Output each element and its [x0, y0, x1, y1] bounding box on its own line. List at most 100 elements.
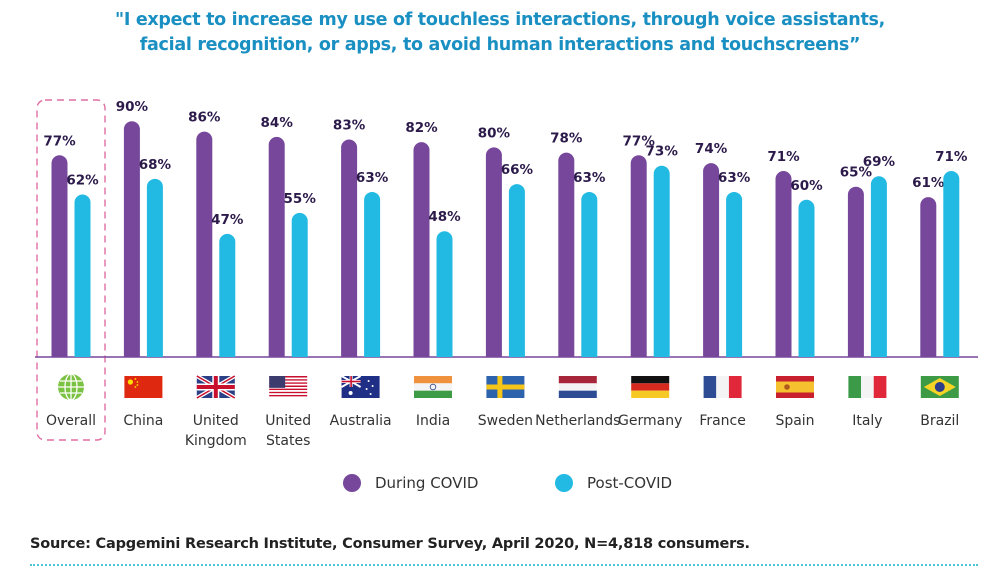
bar-post-covid — [726, 191, 743, 357]
data-label-post: 73% — [646, 144, 679, 160]
category-label: India — [416, 413, 450, 429]
bar-group-post: 63% — [718, 170, 751, 357]
data-label-post: 48% — [428, 209, 461, 225]
bar-post-covid — [581, 191, 598, 357]
data-label-post: 69% — [863, 154, 896, 170]
bar-post-covid — [219, 233, 236, 357]
brazil-flag-icon — [920, 376, 959, 398]
chart-title: "I expect to increase my use of touchles… — [0, 8, 1000, 58]
bar-during-covid — [920, 197, 937, 357]
bar-group-during: 77% — [43, 133, 76, 357]
data-label-post: 63% — [573, 170, 606, 186]
bar-group-post: 71% — [935, 149, 968, 357]
bar-post-covid — [508, 184, 525, 357]
bar-group-post: 66% — [501, 162, 534, 357]
data-label-post: 66% — [501, 162, 534, 178]
germany-flag-icon — [631, 376, 670, 398]
bar-during-covid — [558, 152, 575, 357]
category-label: Overall — [46, 413, 96, 429]
bar-group-during: 83% — [333, 118, 366, 357]
legend-item-post-covid: Post-COVID — [555, 474, 672, 492]
bar-group-during: 78% — [550, 131, 583, 357]
bar-post-covid — [291, 212, 308, 357]
data-label-post: 62% — [66, 173, 99, 189]
bar-group-post: 68% — [139, 157, 172, 357]
bar-group-during: 61% — [912, 175, 945, 357]
bar-group-post: 63% — [573, 170, 606, 357]
legend-swatch-post-covid — [555, 474, 573, 492]
uk-flag-icon — [195, 374, 236, 400]
data-label-during: 71% — [767, 149, 800, 165]
netherlands-flag-icon — [558, 376, 597, 398]
data-label-during: 83% — [333, 118, 366, 134]
data-label-during: 61% — [912, 175, 945, 191]
bar-group-post: 73% — [646, 144, 679, 357]
data-label-during: 77% — [43, 133, 76, 149]
bar-group-during: 82% — [405, 120, 438, 357]
legend-item-during-covid: During COVID — [343, 474, 478, 492]
category-label: Sweden — [478, 413, 533, 429]
china-flag-icon — [124, 376, 163, 398]
legend-label-post-covid: Post-COVID — [587, 474, 673, 492]
data-label-during: 84% — [261, 115, 294, 131]
category-label: Germany — [618, 413, 682, 429]
bar-group-during: 71% — [767, 149, 800, 357]
legend-swatch-during-covid — [343, 474, 361, 492]
chart-title-line-1: "I expect to increase my use of touchles… — [115, 10, 885, 30]
india-flag-icon — [414, 376, 452, 398]
bar-during-covid — [775, 170, 792, 357]
italy-flag-icon — [848, 376, 887, 398]
data-label-post: 71% — [935, 149, 968, 165]
bar-during-covid — [413, 142, 430, 357]
data-label-during: 90% — [116, 99, 149, 115]
category-label: Australia — [330, 413, 392, 429]
bar-during-covid — [268, 136, 285, 357]
bar-group-during: 80% — [478, 125, 511, 357]
data-label-during: 80% — [478, 125, 511, 141]
bar-group-during: 86% — [188, 110, 221, 357]
bar-group-during: 84% — [261, 115, 294, 357]
bar-post-covid — [943, 170, 960, 357]
bar-post-covid — [146, 178, 163, 357]
bar-group-post: 62% — [66, 173, 99, 357]
source-note: Source: Capgemini Research Institute, Co… — [30, 536, 750, 552]
bar-group-post: 47% — [211, 212, 244, 357]
bar-group-post: 63% — [356, 170, 389, 357]
bar-during-covid — [847, 186, 864, 357]
data-label-during: 82% — [405, 120, 438, 136]
category-label: Italy — [852, 413, 882, 429]
category-label: Brazil — [920, 413, 959, 429]
category-label: United — [193, 413, 239, 429]
legend-label-during-covid: During COVID — [375, 474, 479, 492]
data-label-post: 60% — [790, 178, 823, 194]
bar-during-covid — [123, 121, 140, 357]
bar-group-post: 48% — [428, 209, 461, 357]
france-flag-icon — [703, 376, 742, 398]
bar-during-covid — [341, 139, 358, 357]
bar-group-during: 65% — [840, 165, 873, 357]
category-label: States — [266, 433, 310, 449]
category-label: Kingdom — [185, 433, 247, 449]
category-label: United — [265, 413, 311, 429]
chart-title-line-2: facial recognition, or apps, to avoid hu… — [139, 35, 861, 55]
data-label-during: 86% — [188, 110, 221, 126]
data-label-during: 74% — [695, 141, 728, 157]
us-flag-icon — [269, 376, 308, 398]
bar-post-covid — [74, 194, 91, 357]
bar-post-covid — [798, 199, 815, 357]
chart-legend: During COVID Post-COVID — [0, 474, 1000, 500]
bar-during-covid — [703, 163, 720, 357]
overall-highlight-box — [36, 99, 106, 441]
bar-post-covid — [436, 231, 453, 357]
category-label: France — [699, 413, 746, 429]
spain-flag-icon — [776, 376, 814, 398]
sweden-flag-icon — [486, 376, 525, 398]
data-label-during: 65% — [840, 165, 873, 181]
data-label-post: 68% — [139, 157, 172, 173]
bar-post-covid — [870, 176, 887, 357]
category-label: China — [123, 413, 163, 429]
data-label-post: 47% — [211, 212, 244, 228]
australia-flag-icon — [341, 375, 380, 398]
bar-group-during: 90% — [116, 99, 149, 357]
globe-icon — [58, 373, 84, 401]
